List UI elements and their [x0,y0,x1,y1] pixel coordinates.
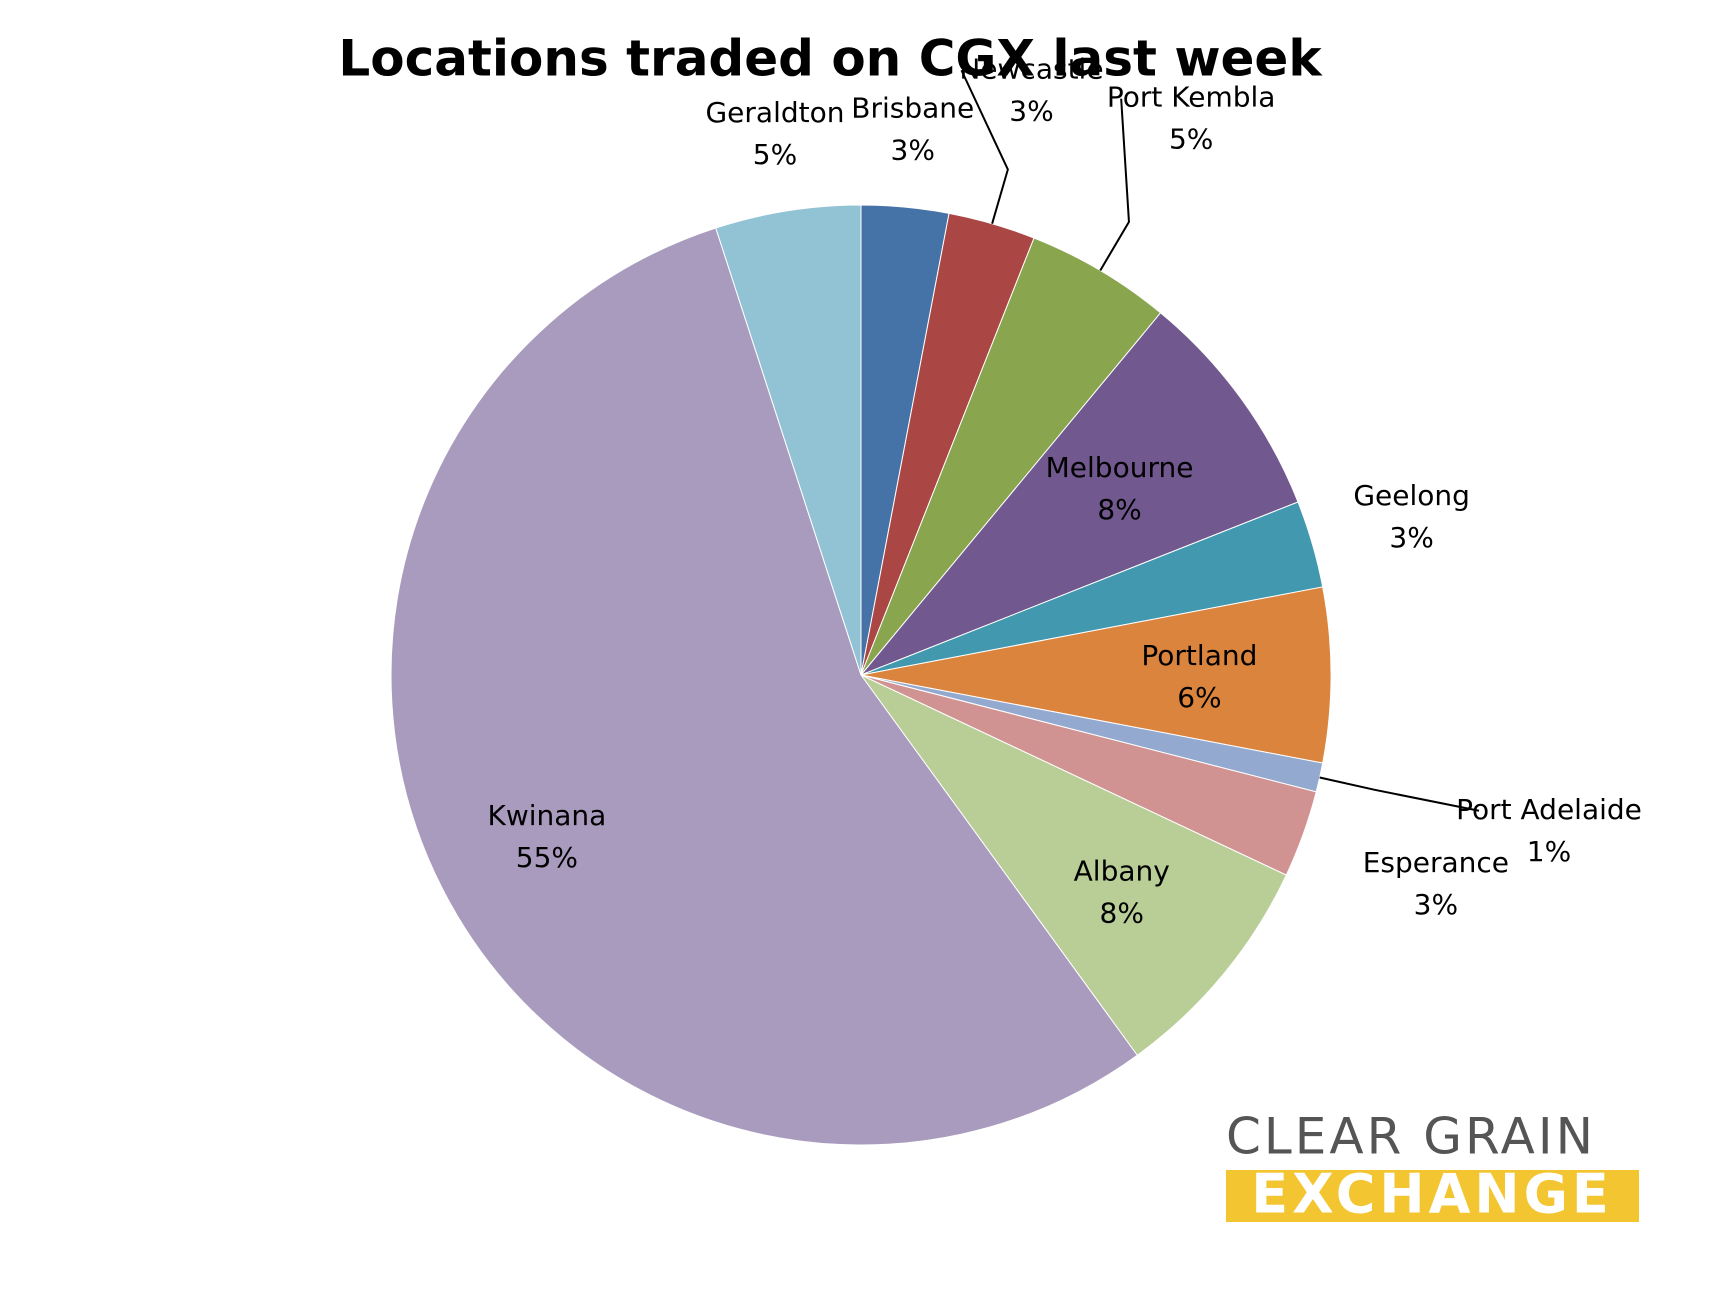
pie-slice [860,586,1332,764]
slice-label: Port Adelaide [1456,793,1642,826]
chart-title: Locations traded on CGX last week [338,30,1323,88]
leader-line [960,69,1009,224]
pie-slice [390,227,1138,1146]
slice-label: Port Kembla [1107,81,1276,114]
slice-label: Newcastle [959,52,1103,85]
slice-value-label: 1% [1527,835,1571,868]
logo-line1: CLEAR GRAIN [1226,1108,1596,1166]
logo-line2: EXCHANGE [1251,1163,1613,1226]
logo-band [1226,1170,1639,1222]
logo: CLEAR GRAIN EXCHANGE [1226,1108,1639,1226]
slice-label: Geraldton [705,96,844,129]
slice-value-label: 3% [891,134,935,167]
slice-value-label: 8% [1100,897,1144,930]
slice-label: Esperance [1363,846,1509,879]
slice-value-label: 3% [1414,888,1458,921]
slice-label: Brisbane [851,92,974,125]
leader-line [1099,98,1130,271]
slice-value-label: 3% [1389,521,1433,554]
slice-value-label: 5% [753,138,797,171]
slice-value-label: 5% [1169,123,1213,156]
pie-slice [860,237,1162,676]
leader-line [1319,776,1480,812]
slice-label: Albany [1074,855,1170,888]
slice-value-label: 55% [516,841,578,874]
pie-slice [860,674,1287,1056]
slice-label: Kwinana [487,799,606,832]
slice-value-label: 8% [1097,493,1141,526]
slice-value-label: 6% [1177,681,1221,714]
slice-value-label: 3% [1009,94,1053,127]
pie-slice [860,312,1299,676]
slice-label: Melbourne [1046,451,1194,484]
pie-slice [715,204,862,676]
slice-label: Portland [1141,639,1257,672]
slice-label: Geelong [1353,479,1470,512]
